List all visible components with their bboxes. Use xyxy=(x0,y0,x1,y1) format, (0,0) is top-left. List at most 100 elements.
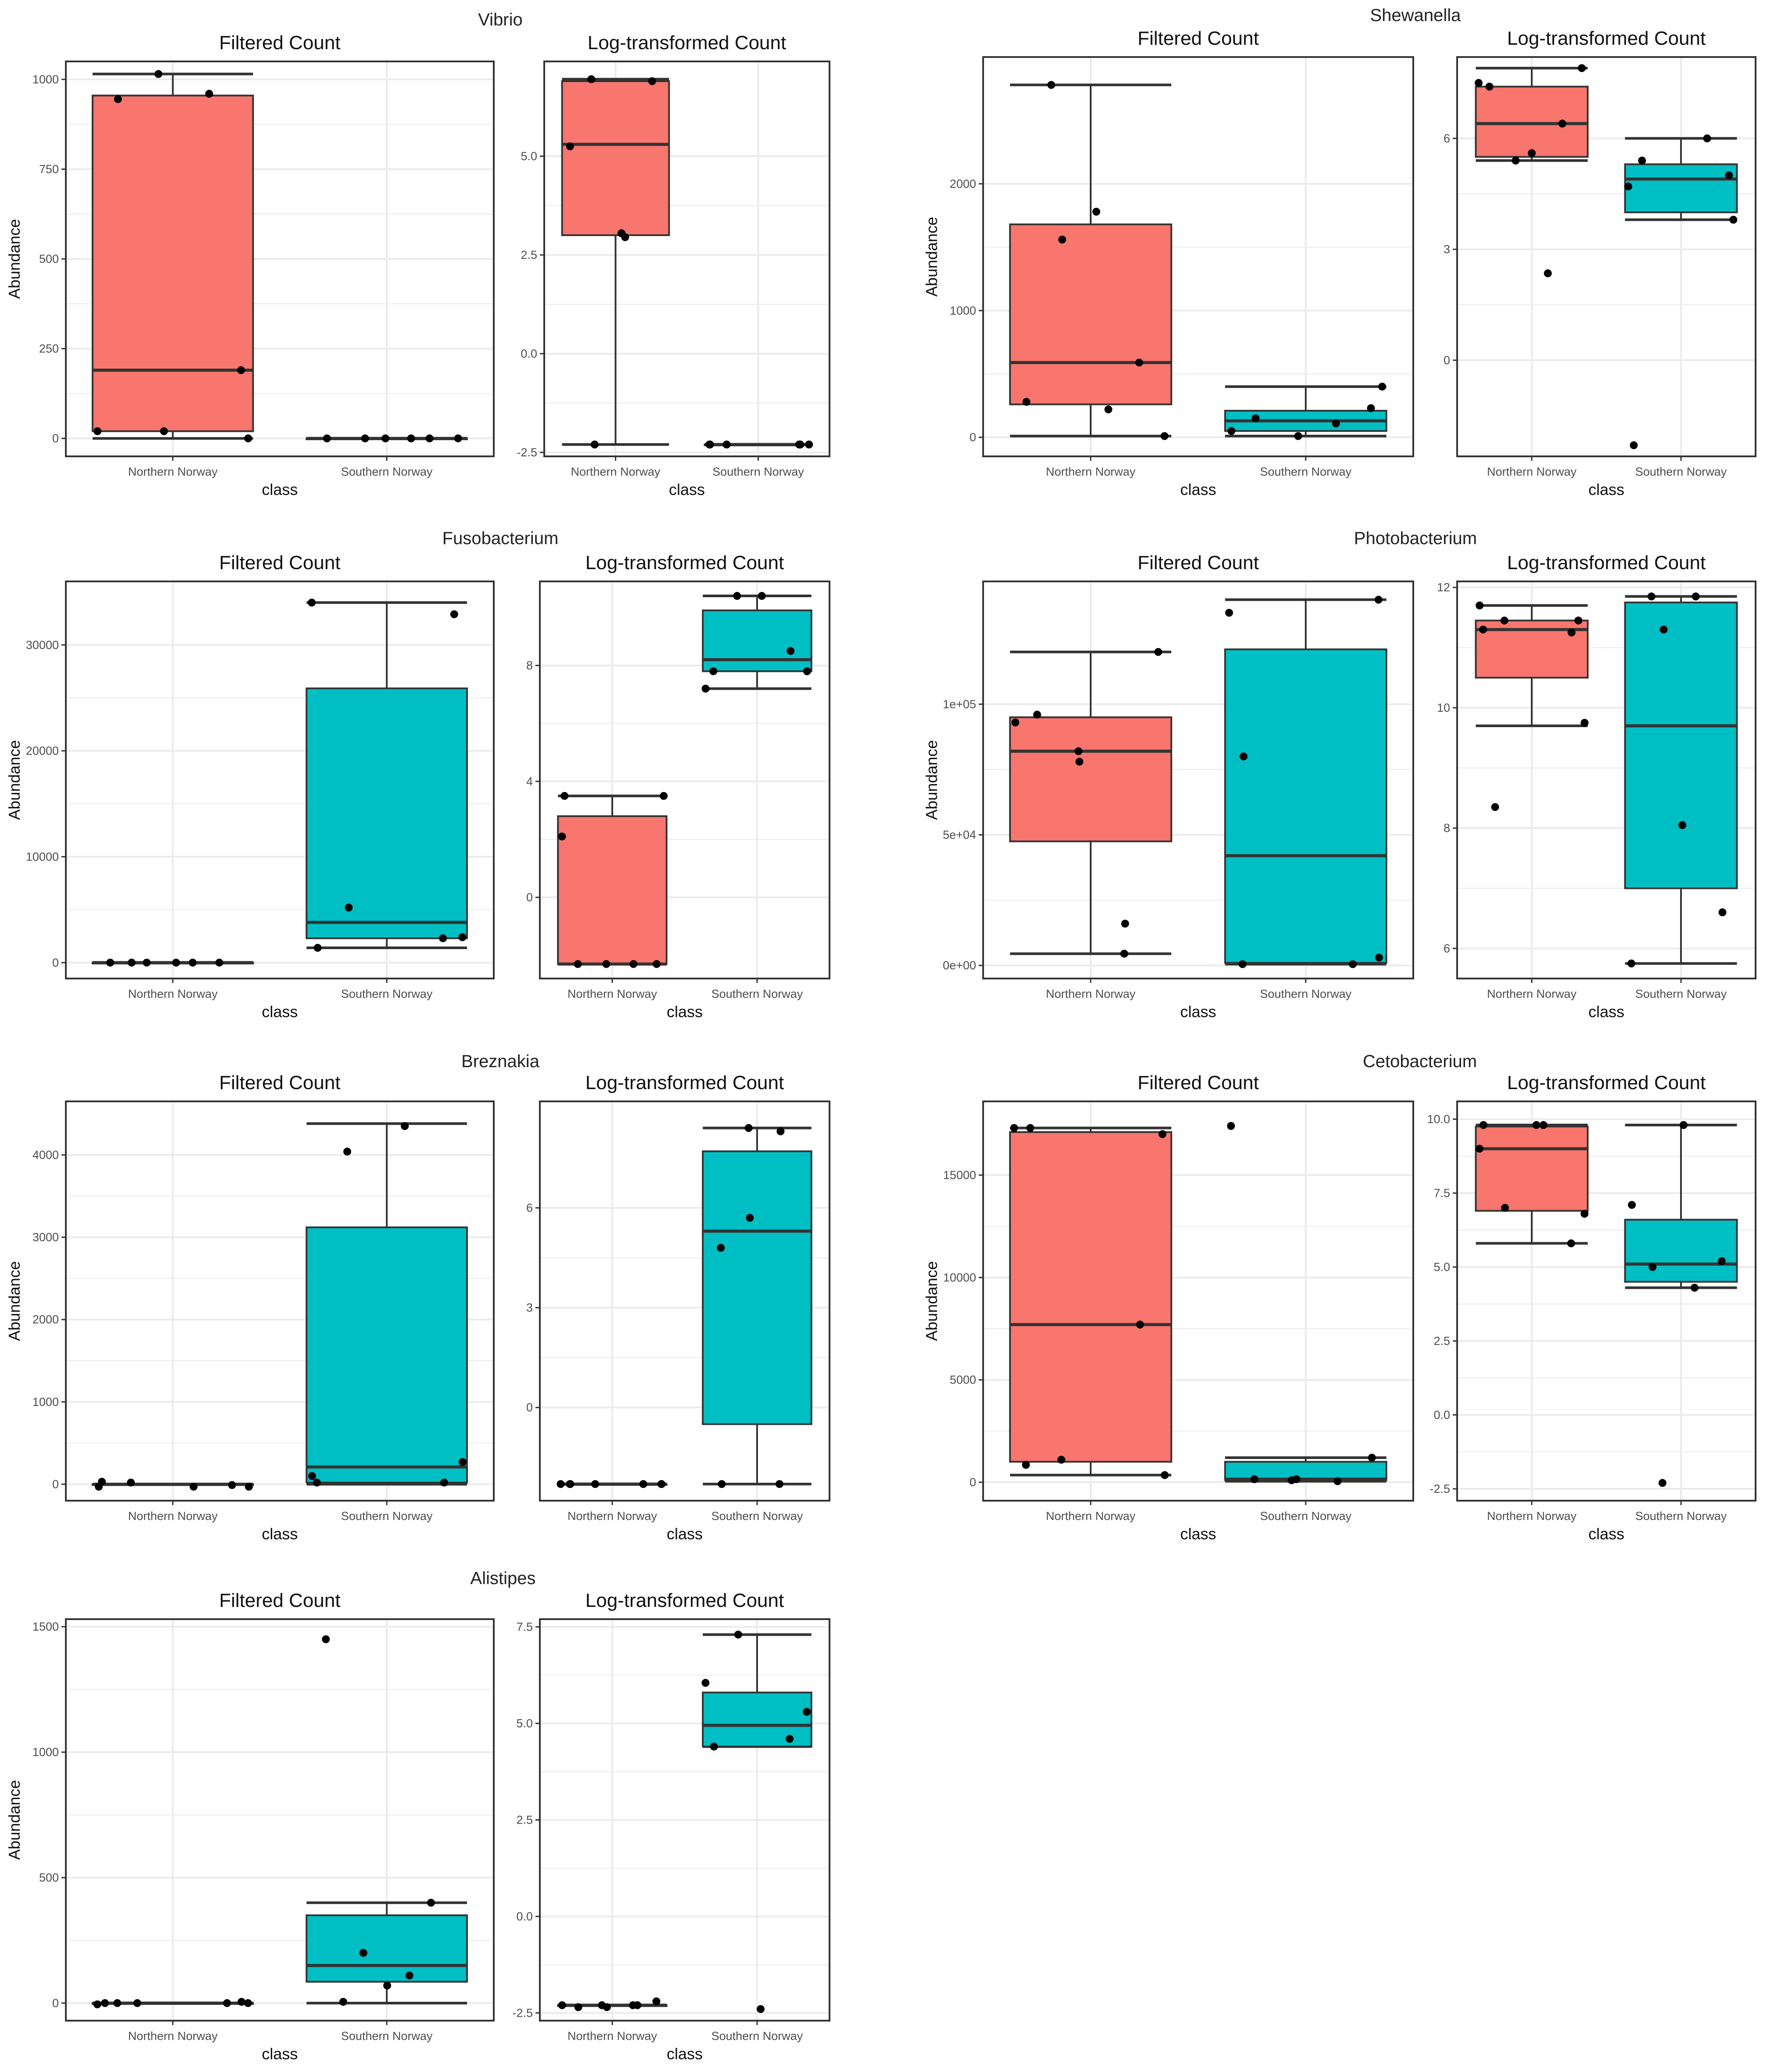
box-northern-norway xyxy=(557,792,668,968)
chart-group-breznakia: Breznakia Filtered Count 0 1000 2000 3000 4000… xyxy=(5,1052,830,1543)
data-point xyxy=(557,1480,565,1488)
box-southern-norway xyxy=(701,1631,812,2013)
x-tick-label: Northern Norway xyxy=(571,465,661,478)
box-body xyxy=(702,1150,812,1425)
data-point xyxy=(1479,625,1487,634)
panel-filtered-count: Filtered Count 0 5000 10000 15000 Northern No… xyxy=(923,1072,1414,1543)
x-tick-label: Northern Norway xyxy=(567,1509,657,1523)
data-point xyxy=(746,1214,754,1222)
y-tick-label: 5000 xyxy=(950,1373,976,1387)
x-axis-title: class xyxy=(262,480,298,498)
x-axis-title: class xyxy=(667,1003,703,1021)
plot-frame xyxy=(1456,56,1756,457)
chart-group-shewanella: Shewanella Filtered Count 0 1000 2000 Norther… xyxy=(923,6,1756,498)
panel-log-transformed-count: Log-transformed Count 0 3 6 Northern Norway S… xyxy=(1444,28,1756,498)
panel-filtered-count: Filtered Count 0 500 1000 1500 Northern Norwa… xyxy=(5,1590,495,2063)
data-point xyxy=(701,685,710,693)
data-point xyxy=(1374,595,1383,604)
data-point xyxy=(1136,1320,1144,1329)
y-tick-label: 0 xyxy=(526,1401,533,1414)
data-point xyxy=(787,647,795,655)
data-point xyxy=(189,958,197,967)
data-point xyxy=(660,792,668,800)
panel-log-transformed-count: Log-transformed Count -2.5 0.0 2.5 5.0 Northe… xyxy=(517,32,830,498)
data-point xyxy=(458,933,467,941)
data-point xyxy=(215,958,223,967)
x-tick-label: Northern Norway xyxy=(1487,465,1577,478)
plot-frame xyxy=(982,56,1414,457)
y-tick-label: 2.5 xyxy=(1433,1334,1450,1348)
data-point xyxy=(705,441,714,448)
data-point xyxy=(405,1972,413,1980)
plot-frame xyxy=(539,1101,830,1502)
data-point xyxy=(805,441,813,448)
data-point xyxy=(1532,1121,1541,1129)
data-point xyxy=(1624,182,1632,190)
box-southern-norway xyxy=(305,434,468,443)
data-point xyxy=(602,960,611,968)
data-point xyxy=(1367,404,1375,412)
x-tick-label: Southern Norway xyxy=(1260,987,1352,1000)
x-tick-label: Northern Norway xyxy=(1046,1509,1136,1523)
box-northern-norway xyxy=(91,1998,254,2008)
y-tick-label: 0 xyxy=(52,956,59,969)
box-southern-norway xyxy=(1624,1121,1738,1487)
y-tick-label: 1000 xyxy=(950,304,976,317)
panel-log-transformed-count: Log-transformed Count -2.5 0.0 2.5 5.0 7.5 10.… xyxy=(1427,1072,1756,1543)
data-point xyxy=(1627,959,1636,968)
data-point xyxy=(1485,82,1494,91)
x-tick-label: Southern Norway xyxy=(341,987,433,1000)
y-tick-label: 6 xyxy=(1444,132,1450,145)
data-point xyxy=(308,1472,316,1480)
data-point xyxy=(1047,81,1056,89)
x-axis-title: class xyxy=(667,2045,703,2063)
data-point xyxy=(653,960,661,968)
x-tick-label: Southern Norway xyxy=(1260,1509,1352,1523)
data-point xyxy=(1539,1121,1548,1129)
y-axis-title: Abundance xyxy=(5,219,23,299)
plot-frame xyxy=(539,581,830,979)
plot-frame xyxy=(65,581,495,979)
data-point xyxy=(1544,269,1552,277)
y-tick-label: 0 xyxy=(1444,354,1450,367)
data-point xyxy=(1022,1461,1030,1469)
data-point xyxy=(1474,79,1483,87)
data-point xyxy=(425,434,434,443)
y-tick-label: 1000 xyxy=(32,1395,59,1409)
data-point xyxy=(407,434,415,443)
data-point xyxy=(383,1981,391,1990)
data-point xyxy=(776,1127,785,1136)
box-body xyxy=(305,687,468,939)
data-point xyxy=(1239,960,1247,968)
data-point xyxy=(1703,134,1711,143)
data-point xyxy=(1294,432,1302,440)
data-point xyxy=(1638,156,1646,165)
data-point xyxy=(558,2001,566,2009)
data-point xyxy=(1026,1124,1034,1132)
data-point xyxy=(1574,617,1583,625)
y-tick-label: 7.5 xyxy=(1433,1187,1450,1200)
y-axis-title: Abundance xyxy=(5,1261,23,1341)
y-tick-label: 500 xyxy=(39,1871,59,1884)
data-point xyxy=(381,434,390,443)
data-point xyxy=(1648,1263,1657,1271)
data-point xyxy=(237,1998,246,2006)
data-point xyxy=(1690,1283,1699,1292)
box-southern-norway xyxy=(305,1122,468,1487)
data-point xyxy=(1225,609,1233,617)
plot-frame xyxy=(543,61,830,457)
y-axis-title: Abundance xyxy=(5,740,23,820)
x-tick-label: Southern Norway xyxy=(711,987,803,1000)
panel-filtered-count: Filtered Count 0 10000 20000 30000 Northern N… xyxy=(5,552,495,1021)
data-point xyxy=(172,958,180,967)
data-point xyxy=(591,1480,600,1488)
data-point xyxy=(796,441,804,448)
data-point xyxy=(1647,592,1656,601)
y-tick-label: 10.0 xyxy=(1427,1112,1450,1126)
box-body xyxy=(1624,163,1738,213)
data-point xyxy=(93,2000,101,2008)
data-point xyxy=(308,599,316,607)
y-tick-label: 0.0 xyxy=(1433,1409,1450,1422)
data-point xyxy=(1251,414,1260,423)
data-point xyxy=(1475,1144,1483,1153)
